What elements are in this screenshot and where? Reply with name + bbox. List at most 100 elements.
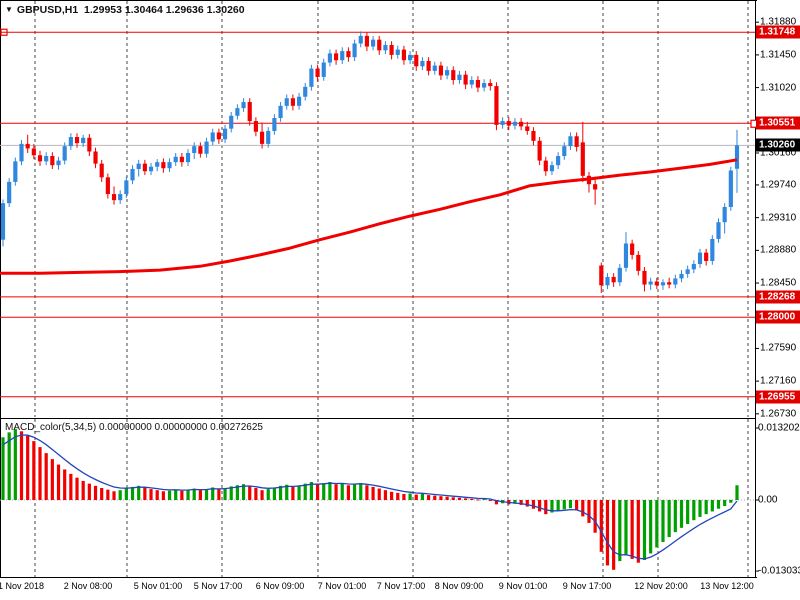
candle-down[interactable] (611, 276, 616, 283)
candle-up[interactable] (19, 143, 24, 162)
candle-up[interactable] (500, 121, 505, 125)
candle-up[interactable] (204, 141, 209, 154)
candle-up[interactable] (272, 118, 277, 131)
candle-down[interactable] (451, 70, 456, 80)
candle-up[interactable] (716, 222, 721, 239)
candle-down[interactable] (488, 83, 493, 87)
candle-up[interactable] (562, 146, 567, 157)
candle-down[interactable] (259, 131, 265, 144)
candle-up[interactable] (445, 70, 450, 76)
level-handle-icon[interactable] (0, 28, 8, 36)
candle-up[interactable] (185, 153, 191, 163)
candle-down[interactable] (506, 121, 511, 126)
candle-up[interactable] (358, 35, 363, 44)
candle-down[interactable] (463, 74, 468, 85)
candle-up[interactable] (235, 108, 240, 116)
candle-up[interactable] (395, 49, 400, 55)
candle-down[interactable] (31, 148, 36, 156)
candle-down[interactable] (290, 98, 295, 106)
candle-up[interactable] (167, 162, 172, 169)
candle-up[interactable] (124, 180, 129, 195)
candle-down[interactable] (426, 60, 431, 71)
candle-down[interactable] (389, 45, 394, 55)
candle-up[interactable] (623, 243, 629, 268)
symbol-dropdown-icon[interactable]: ▼ (5, 5, 13, 14)
candle-down[interactable] (142, 163, 147, 172)
candle-down[interactable] (111, 194, 117, 201)
candle-up[interactable] (303, 86, 308, 97)
candle-up[interactable] (691, 264, 696, 270)
candle-up[interactable] (383, 45, 388, 51)
candle-up[interactable] (296, 96, 302, 106)
candle-up[interactable] (327, 53, 332, 63)
candle-down[interactable] (37, 155, 43, 162)
candle-up[interactable] (352, 43, 357, 58)
candle-down[interactable] (198, 146, 203, 154)
candle-up[interactable] (266, 130, 271, 144)
candle-down[interactable] (574, 136, 579, 147)
candle-down[interactable] (630, 243, 635, 255)
candle-up[interactable] (617, 267, 622, 283)
candle-down[interactable] (377, 39, 382, 51)
candle-down[interactable] (531, 130, 536, 141)
candle-up[interactable] (469, 79, 474, 85)
candle-down[interactable] (636, 254, 641, 271)
candle-down[interactable] (543, 160, 548, 172)
candle-down[interactable] (525, 126, 530, 131)
candle-down[interactable] (401, 49, 407, 61)
candle-down[interactable] (537, 140, 542, 161)
candle-up[interactable] (136, 163, 141, 169)
candle-down[interactable] (519, 121, 524, 127)
candle-down[interactable] (93, 151, 98, 164)
candle-up[interactable] (321, 62, 326, 77)
candle-up[interactable] (697, 252, 703, 265)
candle-down[interactable] (599, 265, 604, 286)
candle-up[interactable] (660, 282, 666, 286)
candle-down[interactable] (247, 102, 252, 122)
candle-up[interactable] (512, 121, 518, 126)
candle-up[interactable] (118, 194, 123, 201)
candle-down[interactable] (364, 35, 369, 47)
candle-up[interactable] (155, 162, 160, 167)
candle-down[interactable] (494, 86, 499, 125)
candle-up[interactable] (130, 168, 135, 181)
candle-up[interactable] (371, 39, 376, 47)
candle-up[interactable] (722, 206, 727, 223)
candle-up[interactable] (148, 166, 154, 172)
candle-down[interactable] (161, 162, 166, 169)
candle-up[interactable] (278, 105, 283, 119)
candle-down[interactable] (315, 68, 320, 77)
candle-down[interactable] (580, 142, 585, 176)
candle-up[interactable] (241, 102, 246, 109)
candle-down[interactable] (475, 79, 481, 88)
candle-up[interactable] (679, 273, 684, 279)
candle-up[interactable] (549, 165, 555, 172)
candle-up[interactable] (568, 136, 573, 147)
candle-down[interactable] (87, 137, 92, 152)
candle-down[interactable] (438, 65, 444, 76)
candle-down[interactable] (346, 51, 351, 58)
candle-up[interactable] (309, 68, 314, 87)
candle-up[interactable] (229, 115, 234, 129)
candle-down[interactable] (99, 163, 104, 178)
candle-up[interactable] (648, 281, 653, 285)
candle-up[interactable] (210, 132, 215, 142)
candle-up[interactable] (7, 181, 12, 204)
candle-down[interactable] (50, 156, 55, 166)
candle-up[interactable] (432, 65, 437, 71)
candle-up[interactable] (457, 74, 462, 80)
candle-down[interactable] (593, 184, 598, 190)
candle-down[interactable] (654, 281, 659, 286)
candle-down[interactable] (25, 143, 30, 149)
candle-up[interactable] (284, 98, 289, 106)
candle-down[interactable] (253, 121, 258, 132)
candle-down[interactable] (105, 177, 110, 195)
candle-up[interactable] (420, 60, 425, 67)
candle-up[interactable] (605, 276, 610, 286)
candle-up[interactable] (340, 51, 345, 61)
candle-down[interactable] (704, 252, 709, 261)
candle-up[interactable] (56, 160, 61, 166)
candle-up[interactable] (222, 128, 228, 140)
candle-up[interactable] (13, 161, 18, 182)
